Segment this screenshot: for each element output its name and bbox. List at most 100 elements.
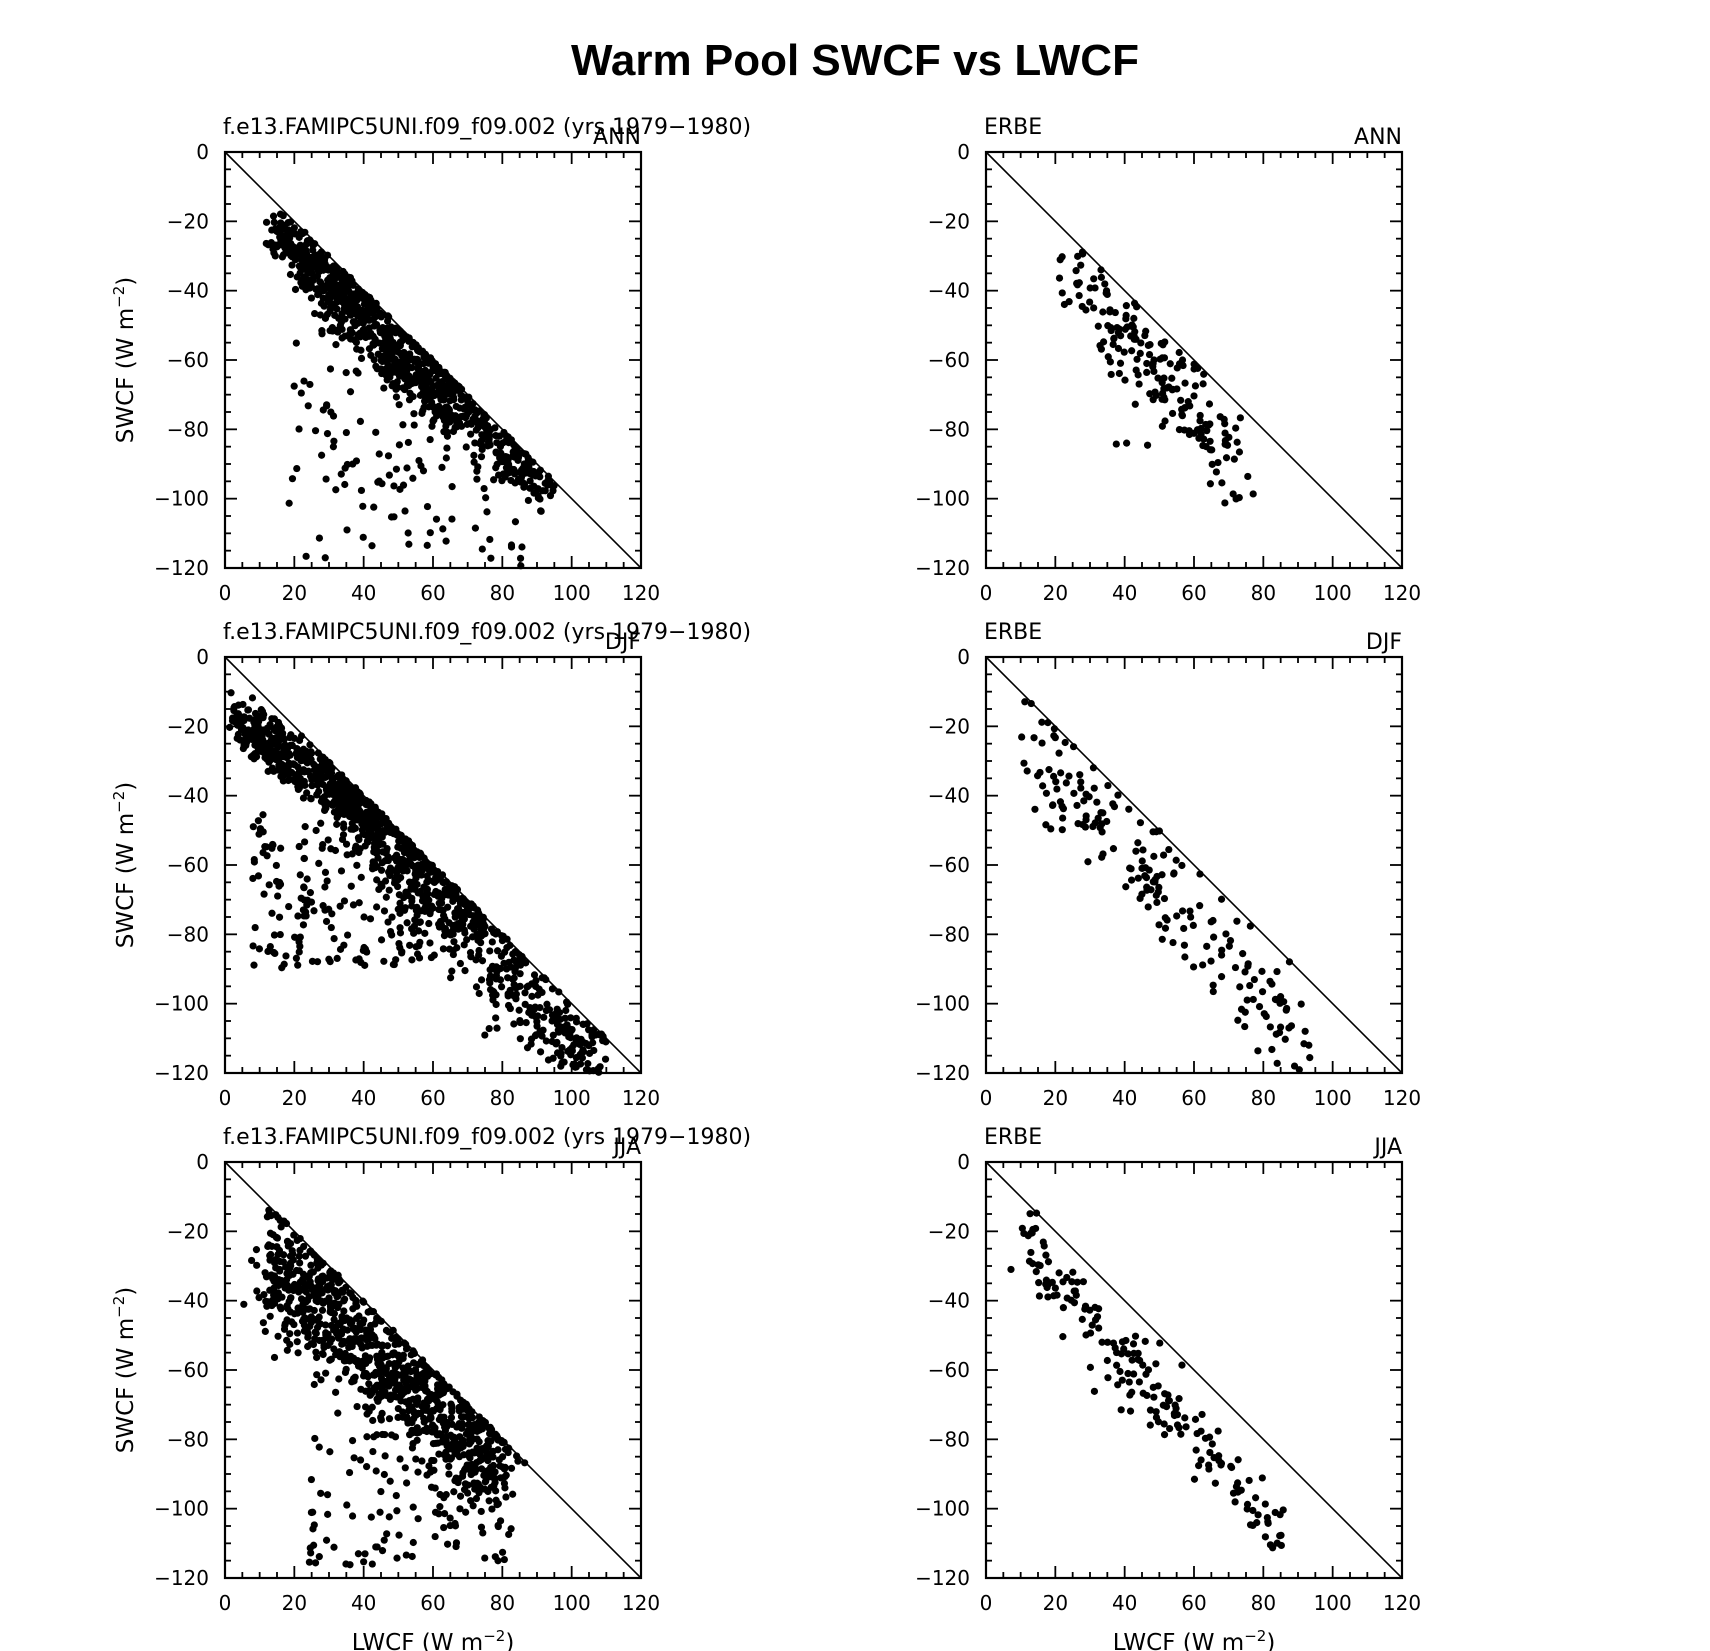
scatter-point (426, 861, 434, 869)
scatter-point (386, 1477, 394, 1485)
scatter-point (373, 1395, 381, 1403)
scatter-point (348, 1512, 357, 1520)
scatter-point (512, 984, 520, 992)
y-tick-label: −100 (154, 487, 209, 511)
scatter-point (357, 794, 365, 803)
scatter-point (462, 1508, 470, 1516)
scatter-point (1098, 853, 1106, 861)
scatter-point (304, 402, 312, 410)
scatter-point (408, 1444, 417, 1452)
scatter-point (1209, 916, 1217, 925)
scatter-point (1122, 883, 1130, 891)
scatter-point (1283, 1004, 1291, 1013)
scatter-point (394, 864, 402, 872)
scatter-point (1086, 1363, 1094, 1371)
scatter-point (431, 408, 439, 416)
scatter-point (319, 406, 327, 414)
scatter-point (305, 757, 313, 766)
scatter-point (1126, 1407, 1135, 1415)
scatter-points (1018, 698, 1314, 1074)
scatter-point (1261, 1500, 1269, 1508)
scatter-point (415, 362, 423, 371)
scatter-point (486, 979, 494, 987)
scatter-point (1034, 1261, 1042, 1269)
scatter-point (269, 212, 278, 220)
x-tick-label: 40 (351, 581, 376, 605)
scatter-point (1084, 858, 1092, 866)
scatter-point (283, 751, 291, 759)
scatter-point (311, 1434, 319, 1443)
scatter-point (474, 936, 482, 944)
scatter-point (445, 929, 453, 937)
scatter-point (1243, 1505, 1251, 1513)
scatter-point (410, 1415, 418, 1423)
scatter-point (1199, 961, 1207, 969)
scatter-point (1093, 798, 1101, 806)
scatter-point (426, 529, 434, 537)
scatter-point (357, 306, 366, 314)
scatter-point (348, 1436, 357, 1445)
scatter-point (327, 845, 335, 853)
scatter-point (332, 1388, 340, 1396)
scatter-point (532, 1031, 540, 1039)
scatter-point (322, 1536, 331, 1544)
scatter-point (1035, 1279, 1043, 1287)
scatter-point (268, 715, 276, 723)
scatter-point (1065, 772, 1073, 780)
scatter-point (366, 293, 374, 302)
scatter-point (1099, 809, 1107, 817)
scatter-point (501, 1484, 509, 1492)
scatter-point (259, 1319, 267, 1327)
scatter-point (505, 958, 513, 966)
scatter-point (234, 721, 242, 729)
scatter-point (376, 1508, 384, 1516)
scatter-point (475, 989, 483, 998)
scatter-point (579, 1020, 587, 1029)
scatter-point (548, 985, 557, 993)
scatter-point (1107, 370, 1115, 379)
reference-line (224, 1161, 642, 1579)
scatter-point (1136, 349, 1144, 358)
scatter-point (356, 1456, 365, 1464)
scatter-point (503, 935, 511, 943)
scatter-point (333, 297, 341, 305)
scatter-point (482, 414, 490, 422)
scatter-point (367, 1513, 375, 1521)
scatter-point (343, 1326, 352, 1334)
scatter-point (1135, 380, 1143, 388)
scatter-point (1250, 975, 1258, 984)
scatter-point (269, 840, 277, 849)
scatter-point (1141, 1337, 1149, 1345)
scatter-point (295, 1267, 303, 1275)
panel-season-label: ANN (593, 125, 641, 150)
scatter-point (481, 922, 489, 931)
scatter-point (375, 450, 383, 458)
scatter-point (456, 1492, 465, 1500)
scatter-point (366, 1391, 374, 1399)
scatter-point (1221, 499, 1229, 507)
scatter-point (450, 938, 458, 946)
scatter-point (1129, 1340, 1138, 1348)
scatter-point (496, 1517, 505, 1525)
scatter-point (1258, 967, 1266, 975)
scatter-point (285, 902, 293, 911)
scatter-point (405, 334, 413, 342)
scatter-point (422, 901, 430, 909)
scatter-point (484, 1442, 492, 1450)
scatter-point (1208, 460, 1216, 468)
scatter-point (259, 849, 267, 857)
scatter-point (280, 960, 288, 968)
scatter-point (302, 286, 310, 294)
scatter-point (1109, 1339, 1118, 1347)
scatter-point (258, 732, 266, 740)
scatter-point (1023, 767, 1031, 775)
scatter-point (354, 1550, 362, 1558)
scatter-point (352, 338, 361, 347)
scatter-point (380, 1470, 388, 1479)
scatter-point (268, 764, 276, 773)
scatter-point (1103, 1338, 1112, 1346)
scatter-point (452, 921, 460, 929)
scatter-point (297, 768, 305, 776)
scatter-point (1125, 805, 1133, 813)
scatter-point (1027, 1248, 1035, 1257)
